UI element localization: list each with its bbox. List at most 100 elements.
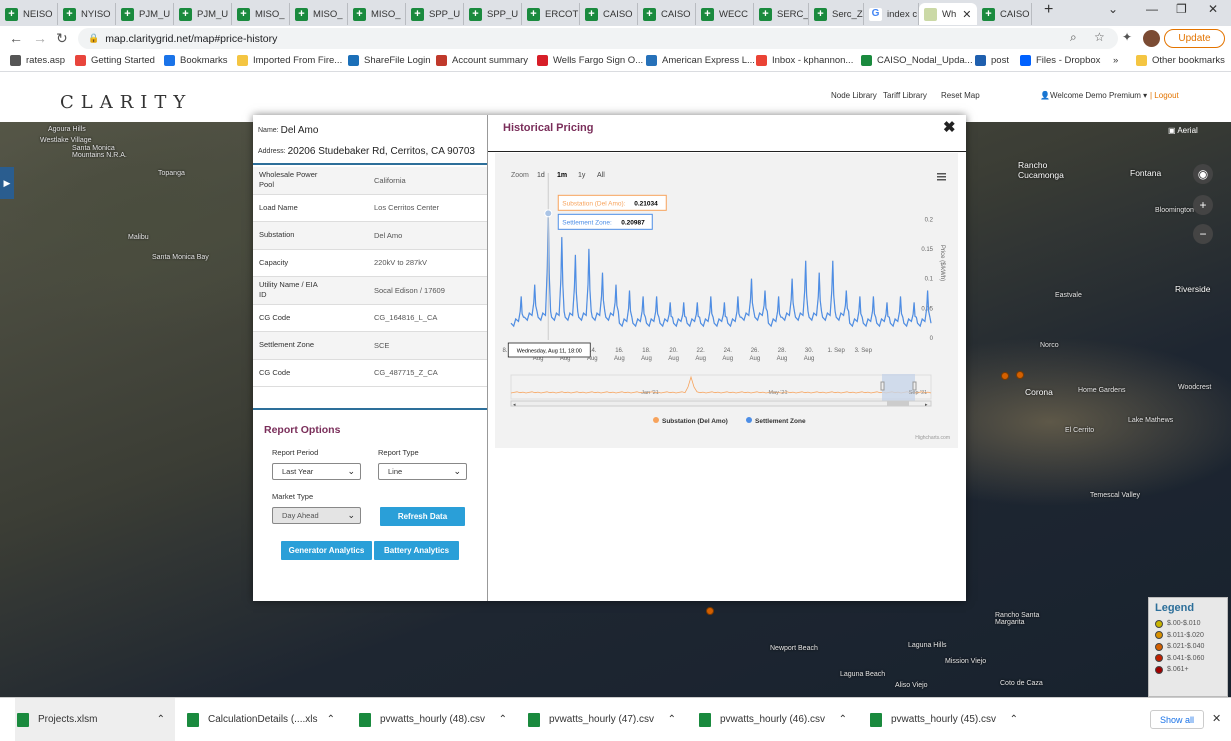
node-marker[interactable]: [706, 607, 714, 615]
zoom-in-button[interactable]: +: [1193, 195, 1213, 215]
legend-label-zone[interactable]: Settlement Zone: [755, 418, 806, 425]
new-tab-icon[interactable]: +: [1044, 1, 1054, 18]
restore-icon[interactable]: ❐: [1176, 2, 1187, 16]
bookmark-wells-fargo-sign-o[interactable]: Wells Fargo Sign O...: [537, 55, 643, 66]
navigator[interactable]: Jan '21 May '21 Sep '21: [510, 374, 932, 401]
bookmark-post[interactable]: post: [975, 55, 1009, 66]
browser-tab[interactable]: ERCOT: [522, 3, 580, 25]
node-library-link[interactable]: Node Library: [831, 91, 877, 100]
zoom-out-button[interactable]: −: [1193, 224, 1213, 244]
url-field[interactable]: 🔒 map.claritygrid.net/map#price-history: [78, 28, 1118, 49]
zoom-option-1y[interactable]: 1y: [578, 172, 586, 179]
logout-link[interactable]: | Logout: [1150, 91, 1179, 100]
close-icon[interactable]: ✕: [962, 8, 972, 21]
close-icon[interactable]: ✖: [943, 119, 956, 136]
download-item[interactable]: Projects.xlsm ⌃: [15, 698, 175, 741]
browser-tab[interactable]: MISO_: [348, 3, 406, 25]
chevron-up-icon[interactable]: ⌃: [667, 714, 676, 725]
aerial-toggle[interactable]: ▣ Aerial: [1168, 126, 1198, 135]
download-item[interactable]: pvwatts_hourly (45).csv ⌃: [868, 698, 1028, 741]
node-marker[interactable]: [1001, 372, 1009, 380]
profile-avatar[interactable]: [1143, 30, 1160, 47]
bookmarks-more-button[interactable]: »: [1113, 55, 1119, 66]
forward-icon[interactable]: →: [33, 30, 47, 46]
back-icon[interactable]: ←: [9, 30, 23, 46]
browser-tab[interactable]: CAISO: [977, 3, 1032, 25]
browser-tab[interactable]: WECC: [696, 3, 754, 25]
window-close-icon[interactable]: ✕: [1208, 2, 1219, 16]
close-icon[interactable]: ✕: [1212, 713, 1222, 725]
browser-tab[interactable]: NEISO: [0, 3, 58, 25]
browser-tab[interactable]: MISO_: [290, 3, 348, 25]
bookmark-bookmarks[interactable]: Bookmarks: [164, 55, 228, 66]
reload-icon[interactable]: ↻: [56, 30, 68, 46]
update-button[interactable]: Update: [1164, 29, 1225, 48]
browser-tab[interactable]: SPP_U: [464, 3, 522, 25]
bookmark-rates-asp[interactable]: rates.asp: [10, 55, 65, 66]
zoom-icon[interactable]: ⌕: [1070, 30, 1077, 44]
bookmark-getting-started[interactable]: Getting Started: [75, 55, 155, 66]
show-all-button[interactable]: Show all: [1150, 710, 1204, 729]
battery-analytics-button[interactable]: Battery Analytics: [374, 541, 459, 560]
refresh-data-button[interactable]: Refresh Data: [380, 507, 465, 526]
clarity-logo[interactable]: CLARITY: [60, 92, 193, 113]
browser-tab[interactable]: CAISO: [638, 3, 696, 25]
user-menu[interactable]: 👤Welcome Demo Premium ▾: [1040, 91, 1147, 100]
chevron-up-icon[interactable]: ⌃: [498, 714, 507, 725]
report-period-select[interactable]: Last Year ⌄: [272, 463, 361, 480]
download-item[interactable]: pvwatts_hourly (47).csv ⌃: [526, 698, 686, 741]
star-icon[interactable]: ☆: [1094, 30, 1105, 44]
browser-tab[interactable]: SPP_U: [406, 3, 464, 25]
bookmark-inbox-kphannon[interactable]: Inbox - kphannon...: [756, 55, 853, 66]
bookmark-american-express-l[interactable]: American Express L...: [646, 55, 755, 66]
chevron-up-icon[interactable]: ⌃: [1009, 714, 1018, 725]
price-chart[interactable]: Zoom 1d 1m 1y All 0 0.05 0.1 0.15 0.2 Price ($/kWh…: [495, 153, 958, 448]
scroll-left-icon[interactable]: ◂: [513, 402, 516, 408]
browser-tab[interactable]: Serc_Z: [809, 3, 864, 25]
extensions-icon[interactable]: ✦: [1122, 30, 1133, 44]
market-type-select[interactable]: Day Ahead ⌄: [272, 507, 361, 524]
zoom-option-All[interactable]: All: [597, 172, 605, 179]
scroll-right-icon[interactable]: ▸: [925, 402, 928, 408]
node-marker[interactable]: [1016, 371, 1024, 379]
navigator-selection[interactable]: [882, 374, 915, 401]
browser-tab[interactable]: PJM_U: [116, 3, 174, 25]
browser-tab[interactable]: SERC_: [754, 3, 809, 25]
chevron-up-icon[interactable]: ⌃: [326, 714, 335, 725]
report-type-select[interactable]: Line ⌄: [378, 463, 467, 480]
zoom-option-1m[interactable]: 1m: [557, 172, 567, 179]
reset-map-link[interactable]: Reset Map: [941, 91, 980, 100]
browser-tab[interactable]: NYISO: [58, 3, 116, 25]
download-item[interactable]: CalculationDetails (....xls ⌃: [185, 698, 345, 741]
other-bookmarks[interactable]: Other bookmarks: [1136, 55, 1225, 66]
bookmark-sharefile-login[interactable]: ShareFile Login: [348, 55, 431, 66]
generator-analytics-button[interactable]: Generator Analytics: [281, 541, 372, 560]
navigator-handle-right[interactable]: [912, 381, 917, 391]
browser-tab[interactable]: PJM_U: [174, 3, 232, 25]
browser-tab[interactable]: CAISO: [580, 3, 638, 25]
zoom-option-1d[interactable]: 1d: [537, 172, 545, 179]
navigator-handle-left[interactable]: [880, 381, 885, 391]
download-item[interactable]: pvwatts_hourly (48).csv ⌃: [357, 698, 517, 741]
scrollbar-track[interactable]: [510, 400, 932, 407]
browser-tab[interactable]: MISO_: [232, 3, 290, 25]
bookmark-imported-from-fire[interactable]: Imported From Fire...: [237, 55, 342, 66]
chart-credits[interactable]: Highcharts.com: [915, 435, 950, 441]
chevron-up-icon[interactable]: ⌃: [838, 714, 847, 725]
bookmark-account-summary[interactable]: Account summary: [436, 55, 528, 66]
chevron-up-icon[interactable]: ⌃: [156, 714, 165, 725]
detail-row: Capacity 220kV to 287kV: [253, 249, 487, 277]
sidebar-toggle-button[interactable]: ▶: [0, 167, 14, 199]
tab-search-icon[interactable]: ⌄: [1108, 2, 1119, 16]
scrollbar-thumb[interactable]: [887, 401, 909, 406]
download-item[interactable]: pvwatts_hourly (46).csv ⌃: [697, 698, 857, 741]
legend-label-substation[interactable]: Substation (Del Amo): [662, 418, 728, 425]
bookmark-files-dropbox[interactable]: Files - Dropbox: [1020, 55, 1100, 66]
browser-tab[interactable]: Wh ✕: [919, 3, 977, 25]
bookmark-caiso-nodal-upda[interactable]: CAISO_Nodal_Upda...: [861, 55, 973, 66]
hamburger-icon[interactable]: [937, 173, 946, 181]
minimize-icon[interactable]: —: [1146, 2, 1158, 16]
locate-icon[interactable]: ◉: [1193, 164, 1213, 184]
tariff-library-link[interactable]: Tariff Library: [883, 91, 927, 100]
